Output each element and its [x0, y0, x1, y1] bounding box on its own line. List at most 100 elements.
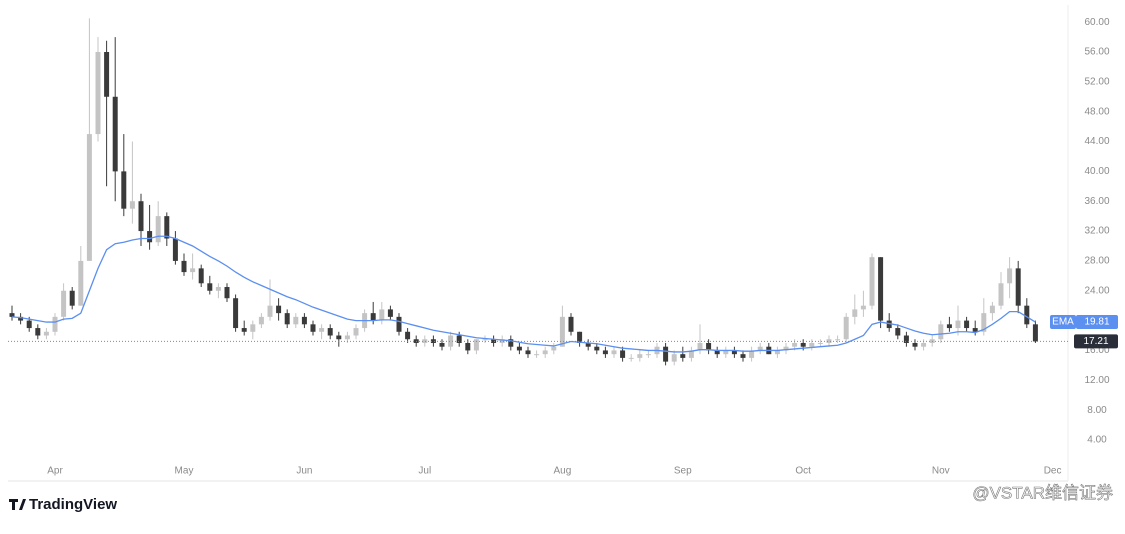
y-tick-label: 32.00	[1084, 226, 1109, 237]
candle-body	[198, 268, 204, 284]
candle-body	[387, 309, 393, 317]
candle-body	[585, 342, 591, 347]
y-tick-label: 40.00	[1084, 166, 1109, 177]
candle-body	[749, 350, 755, 358]
candle-body	[370, 313, 376, 321]
candle-body	[215, 287, 221, 291]
y-tick-label: 52.00	[1084, 76, 1109, 87]
candle-body	[379, 309, 385, 321]
y-tick-label: 56.00	[1084, 47, 1109, 58]
candle-body	[430, 339, 436, 343]
candle-body	[680, 354, 686, 358]
candle-body	[353, 328, 359, 336]
candle-body	[620, 350, 626, 358]
candle-body	[344, 335, 350, 340]
candle-body	[95, 52, 101, 135]
candle-body	[645, 354, 651, 356]
candle-body	[628, 357, 634, 359]
candle-body	[284, 313, 290, 325]
candle-body	[327, 328, 333, 336]
candle-body	[43, 331, 49, 336]
candle-body	[998, 283, 1004, 306]
candle-body	[817, 342, 823, 344]
candle-body	[233, 298, 239, 329]
candle-body	[448, 335, 454, 347]
candle-body	[61, 290, 67, 317]
x-tick-label: Aug	[554, 466, 572, 477]
candle-body	[224, 287, 230, 299]
candle-body	[138, 201, 144, 232]
candle-body	[35, 328, 41, 336]
candle-body	[989, 305, 995, 314]
candle-body	[611, 350, 617, 355]
candle-body	[336, 335, 342, 340]
candle-body	[594, 346, 600, 351]
x-tick-label: Sep	[674, 466, 692, 477]
candle-body	[129, 201, 135, 209]
candle-body	[835, 339, 841, 341]
candle-body	[276, 305, 282, 314]
last-price-box	[1074, 334, 1118, 349]
candle-body	[783, 346, 789, 351]
candle-body	[912, 342, 918, 347]
candle-body	[499, 339, 505, 343]
watermark: @VSTAR维信证券	[972, 483, 1113, 502]
candle-body	[491, 339, 497, 343]
candle-body	[525, 350, 531, 355]
x-tick-label: Dec	[1044, 466, 1062, 477]
y-tick-label: 16.00	[1084, 345, 1109, 356]
logo-text: TradingView	[29, 496, 117, 513]
candle-body	[731, 350, 737, 355]
x-tick-label: Nov	[932, 466, 950, 477]
candle-body	[568, 316, 574, 332]
candle-body	[207, 283, 213, 291]
candle-body	[155, 216, 161, 243]
candle-body	[250, 324, 256, 332]
candle-body	[181, 260, 187, 273]
candle-body	[542, 350, 548, 355]
x-tick-label: Oct	[795, 466, 811, 477]
candle-body	[688, 350, 694, 358]
candle-body	[559, 316, 565, 347]
candle-body	[396, 316, 402, 332]
candle-body	[671, 354, 677, 362]
candle-body	[241, 328, 247, 332]
candle-body	[86, 134, 92, 261]
candle-body	[1032, 324, 1038, 342]
candle-body	[955, 320, 961, 329]
candle-body	[878, 257, 884, 321]
candle-body	[826, 339, 832, 343]
y-tick-label: 44.00	[1084, 136, 1109, 147]
candle-body	[9, 313, 15, 317]
candle-body	[147, 231, 153, 243]
candle-body	[456, 335, 462, 343]
candle-body	[946, 324, 952, 329]
candle-body	[534, 354, 540, 356]
candle-body	[319, 328, 325, 332]
x-tick-label: Apr	[47, 466, 63, 477]
candle-body	[757, 346, 763, 351]
candle-body	[104, 52, 110, 97]
y-tick-label: 8.00	[1087, 405, 1107, 416]
y-tick-label: 60.00	[1084, 17, 1109, 28]
candle-body	[637, 354, 643, 358]
candle-body	[112, 96, 118, 172]
candle-body	[310, 324, 316, 332]
ema-line	[11, 235, 1036, 353]
y-tick-label: 4.00	[1087, 435, 1107, 446]
candle-body	[602, 350, 608, 355]
candle-body	[697, 342, 703, 351]
candle-body	[78, 260, 84, 306]
candle-body	[121, 171, 127, 209]
ema-value-label: 19.81	[1084, 317, 1109, 328]
candle-body	[164, 216, 170, 239]
x-tick-label: May	[175, 466, 194, 477]
y-tick-label: 28.00	[1084, 256, 1109, 267]
candle-body	[663, 346, 669, 362]
logo: TradingView	[9, 496, 117, 513]
y-tick-label: 24.00	[1084, 285, 1109, 296]
candle-body	[172, 238, 178, 261]
candle-body	[26, 320, 32, 329]
